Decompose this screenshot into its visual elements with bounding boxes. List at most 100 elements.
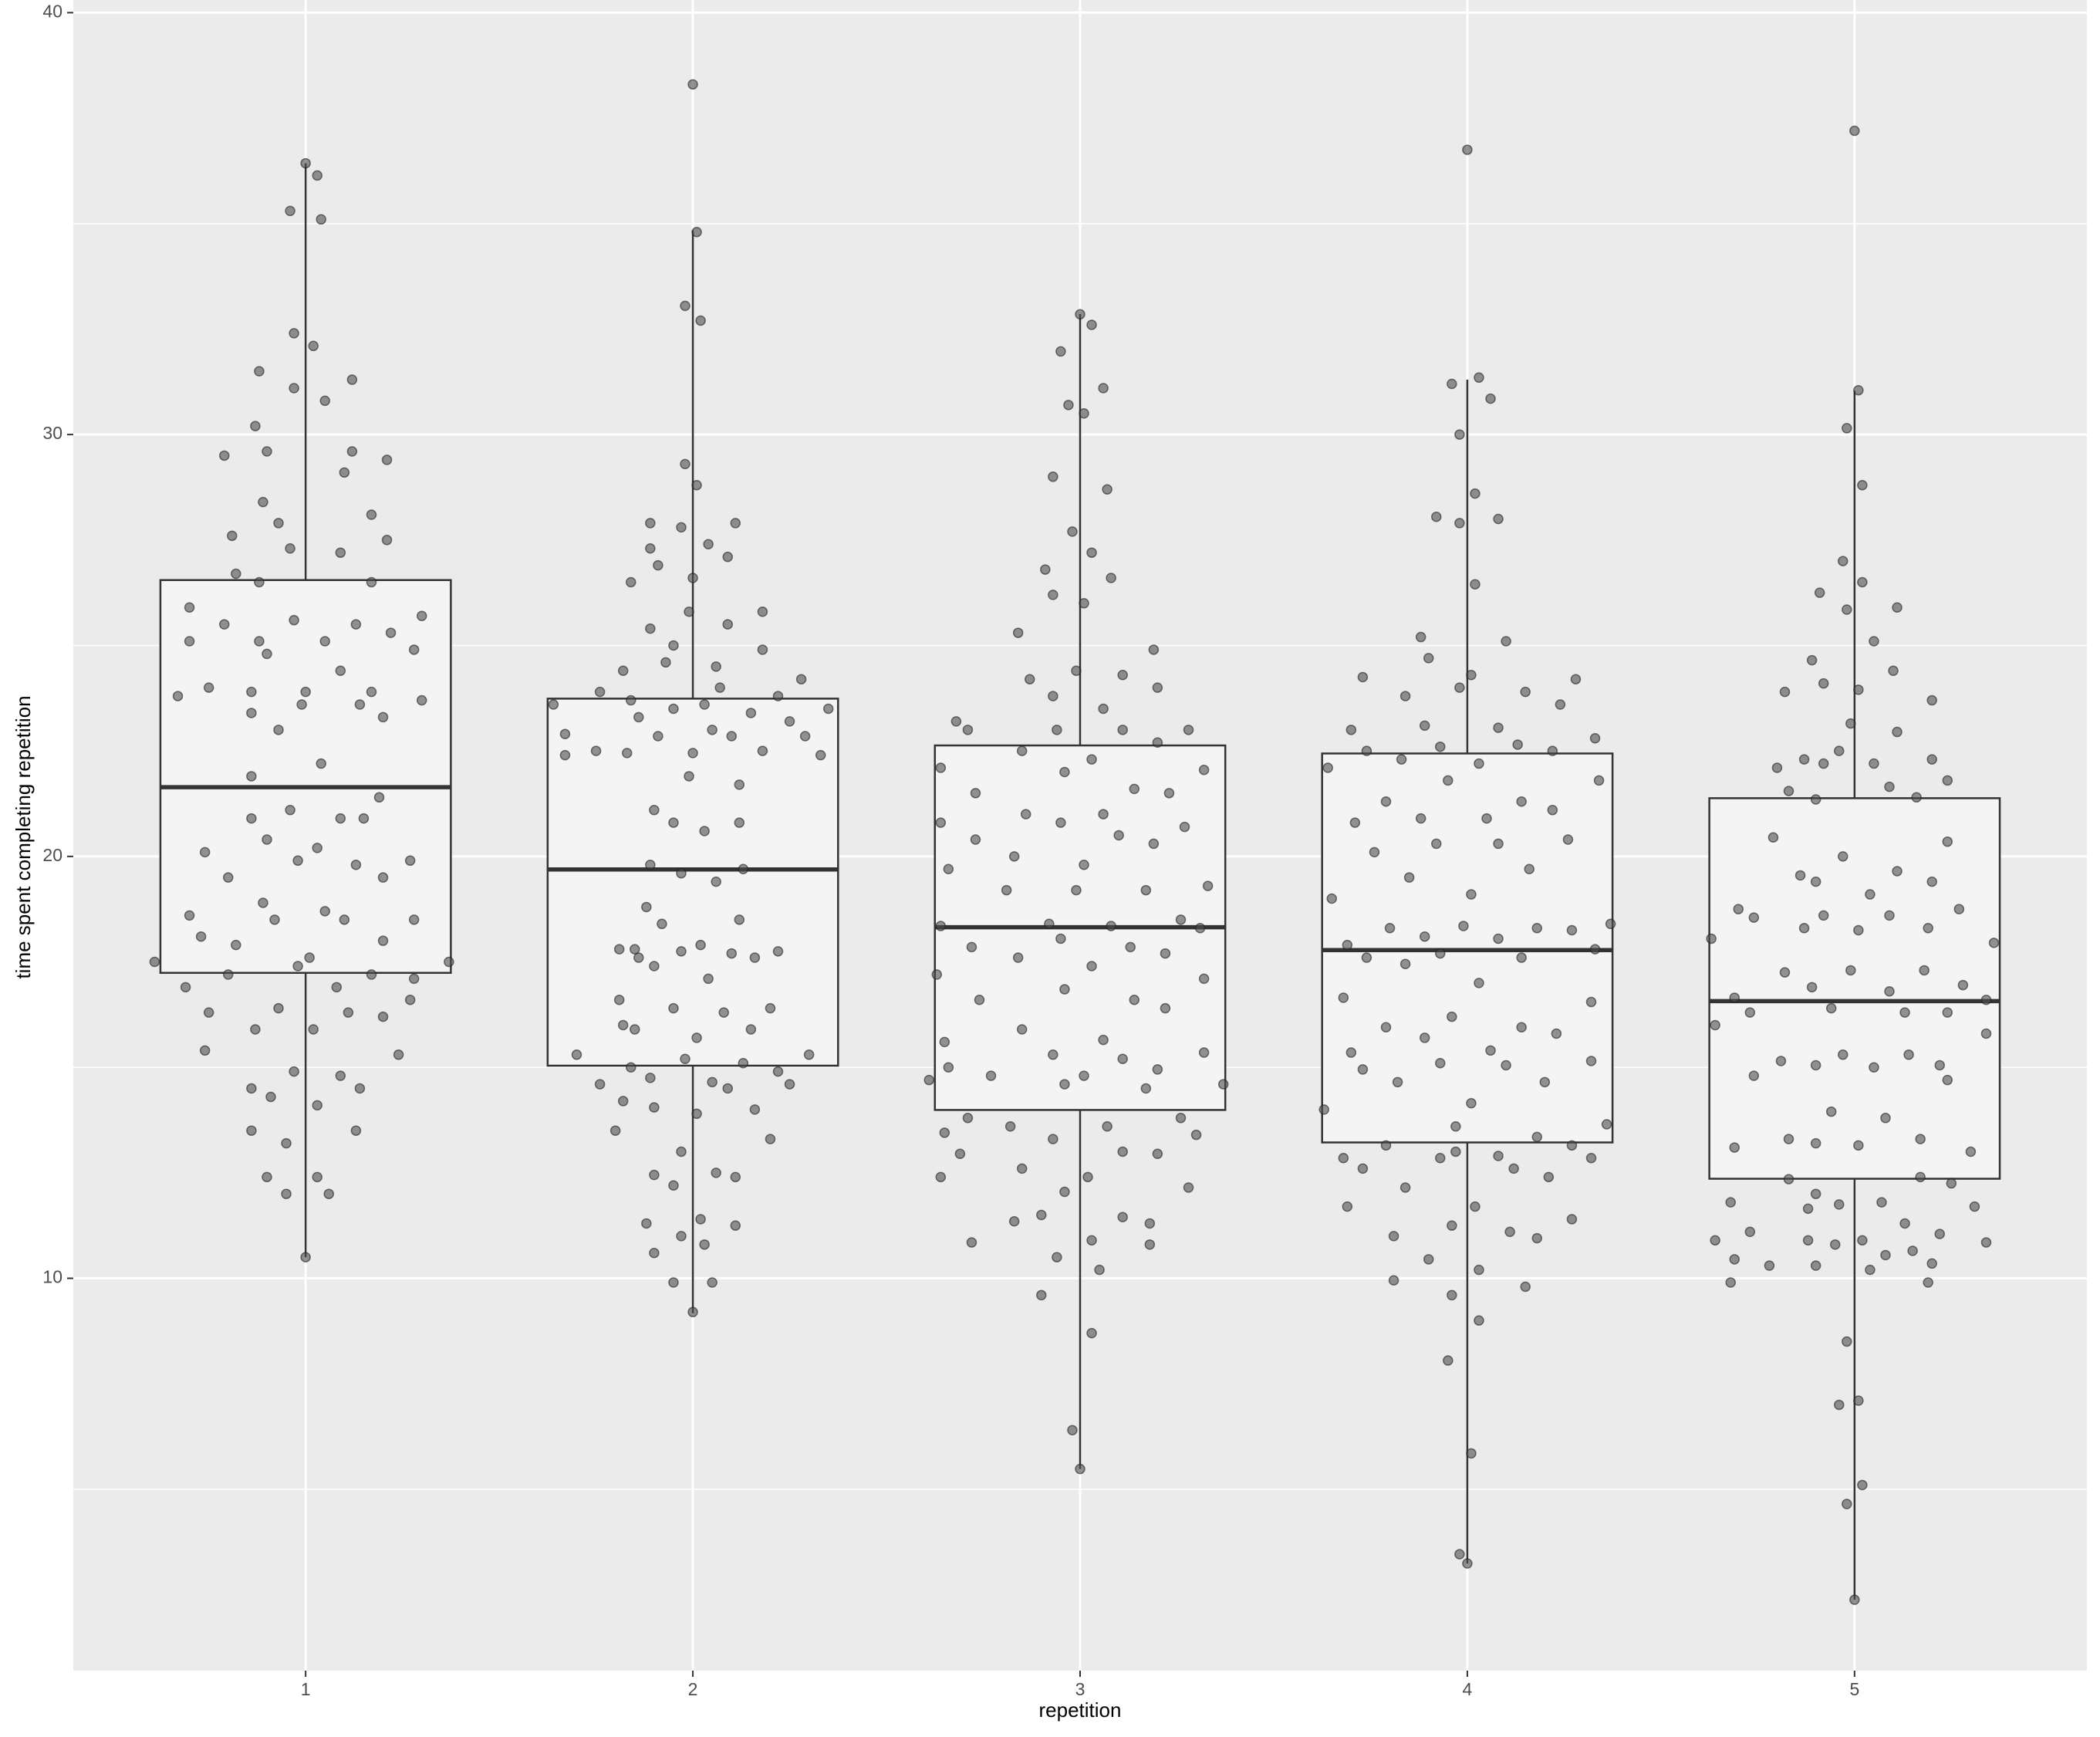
jitter-point <box>1431 511 1442 522</box>
jitter-point <box>1771 762 1783 773</box>
jitter-point <box>1102 484 1112 495</box>
jitter-point <box>1144 1239 1156 1250</box>
jitter-point <box>296 699 307 710</box>
jitter-point <box>250 421 261 431</box>
jitter-point <box>1942 775 1953 786</box>
jitter-point <box>1357 671 1369 683</box>
jitter-point <box>254 366 265 377</box>
jitter-point <box>765 1134 776 1144</box>
jitter-point <box>1217 1079 1229 1090</box>
jitter-point <box>1071 665 1082 677</box>
jitter-point <box>1474 372 1484 384</box>
jitter-point <box>745 708 757 718</box>
jitter-point <box>1865 889 1875 900</box>
jitter-point <box>645 1073 656 1083</box>
jitter-point <box>1044 918 1055 930</box>
jitter-point <box>366 576 377 588</box>
jitter-point <box>1055 346 1066 357</box>
jitter-point <box>590 745 602 756</box>
jitter-point <box>1075 309 1085 320</box>
jitter-point <box>1969 1201 1980 1212</box>
jitter-point <box>630 944 640 955</box>
jitter-point <box>300 1252 311 1262</box>
jitter-point <box>408 973 420 985</box>
jitter-point <box>366 686 377 698</box>
jitter-point <box>254 576 265 588</box>
jitter-point <box>1357 1163 1369 1174</box>
jitter-point <box>1450 1120 1461 1132</box>
jitter-point <box>300 157 311 169</box>
jitter-point <box>1399 958 1411 969</box>
jitter-point <box>1725 1197 1736 1208</box>
jitter-point <box>381 535 393 546</box>
jitter-point <box>649 804 660 816</box>
box <box>159 579 452 974</box>
jitter-point <box>219 450 230 461</box>
jitter-point <box>1086 319 1097 330</box>
jitter-point <box>1349 817 1361 828</box>
jitter-point <box>1857 479 1868 491</box>
jitter-point <box>613 994 625 1005</box>
jitter-point <box>722 1083 733 1094</box>
jitter-point <box>1566 924 1578 936</box>
jitter-point <box>227 530 238 542</box>
jitter-point <box>1198 1047 1210 1058</box>
jitter-point <box>1048 1134 1058 1144</box>
x-tick-label: 5 <box>1849 1679 1859 1699</box>
jitter-point <box>711 876 721 887</box>
jitter-point <box>657 918 667 930</box>
jitter-point <box>734 817 745 828</box>
jitter-point <box>1462 144 1473 155</box>
jitter-point <box>1842 604 1852 615</box>
jitter-point <box>1148 838 1160 850</box>
jitter-point <box>1338 1152 1349 1164</box>
jitter-point <box>1036 1289 1047 1301</box>
jitter-point <box>1466 889 1477 900</box>
jitter-point <box>738 863 749 874</box>
jitter-point <box>954 1148 966 1160</box>
jitter-point <box>749 1104 761 1115</box>
jitter-point <box>1729 1142 1740 1153</box>
jitter-point <box>335 665 346 677</box>
jitter-point <box>687 1306 698 1318</box>
jitter-point <box>319 636 330 647</box>
jitter-point <box>308 340 319 352</box>
jitter-point <box>1059 984 1070 995</box>
jitter-point <box>262 1171 272 1183</box>
x-tick-label: 4 <box>1463 1679 1473 1699</box>
jitter-point <box>985 1070 997 1081</box>
jitter-point <box>1129 783 1140 795</box>
jitter-point <box>1048 590 1058 600</box>
jitter-point <box>1767 832 1779 843</box>
jitter-point <box>1899 1218 1910 1229</box>
jitter-point <box>1934 1059 1946 1071</box>
jitter-point <box>184 910 195 921</box>
jitter-point <box>312 170 322 181</box>
jitter-point <box>1474 978 1484 988</box>
jitter-point <box>594 1079 606 1090</box>
jitter-point <box>273 725 284 735</box>
jitter-point <box>319 906 330 917</box>
jitter-point <box>1345 725 1357 735</box>
jitter-point <box>404 855 416 867</box>
jitter-point <box>1570 674 1582 684</box>
jitter-point <box>1447 1289 1457 1301</box>
jitter-point <box>1466 669 1477 681</box>
jitter-point <box>1086 754 1097 765</box>
jitter-point <box>1075 1463 1085 1475</box>
jitter-point <box>1710 1235 1720 1246</box>
jitter-point <box>1055 817 1066 828</box>
jitter-point <box>1380 1140 1392 1151</box>
jitter-point <box>1399 1182 1411 1193</box>
jitter-point <box>943 1062 954 1073</box>
jitter-point <box>1036 1209 1047 1221</box>
jitter-point <box>1082 1171 1093 1183</box>
jitter-point <box>1911 792 1922 803</box>
jitter-point <box>1466 1097 1477 1109</box>
jitter-point <box>1810 876 1821 887</box>
jitter-point <box>285 804 295 816</box>
jitter-point <box>630 1024 640 1035</box>
jitter-point <box>1845 718 1856 729</box>
jitter-point <box>668 703 679 715</box>
jitter-point <box>149 956 160 968</box>
